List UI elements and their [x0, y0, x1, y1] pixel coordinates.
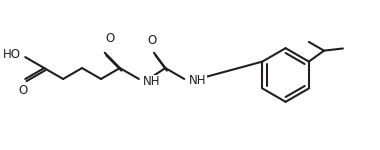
Text: O: O: [19, 84, 28, 97]
Text: NH: NH: [143, 75, 160, 88]
Text: O: O: [147, 34, 157, 47]
Text: NH: NH: [189, 74, 207, 87]
Text: O: O: [106, 32, 115, 45]
Text: HO: HO: [3, 48, 21, 61]
